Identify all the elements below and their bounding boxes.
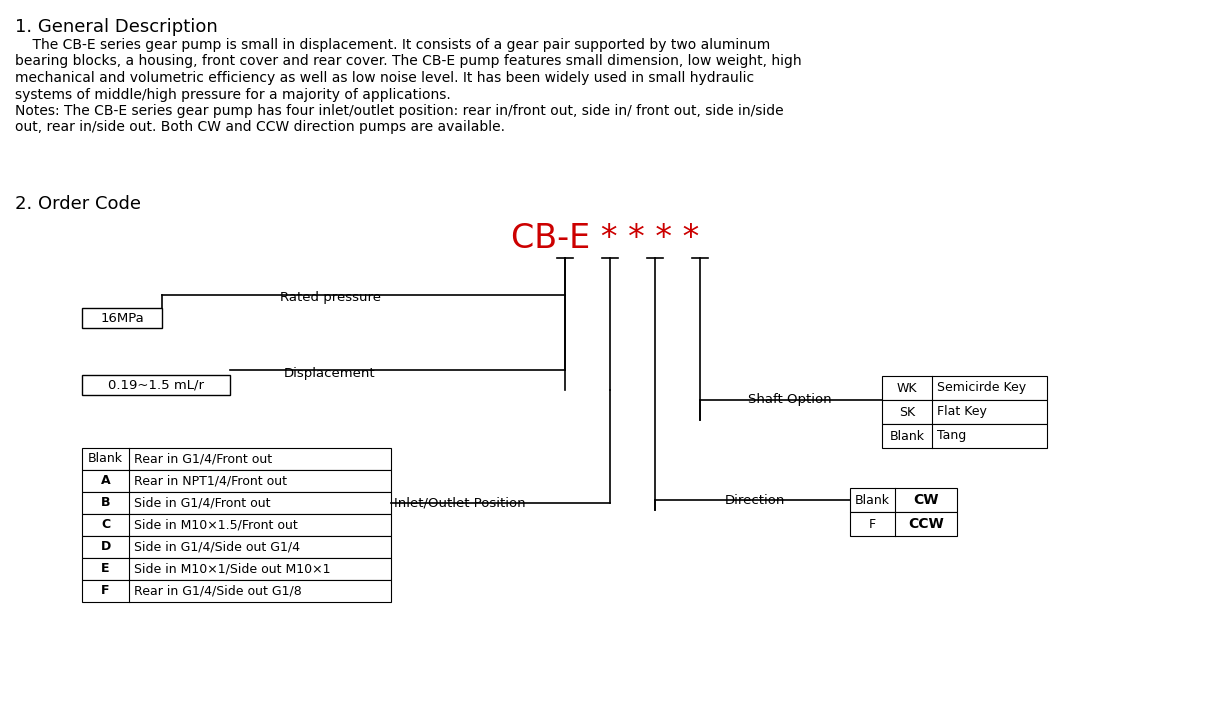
Text: Blank: Blank [87, 453, 123, 466]
Text: systems of middle/high pressure for a majority of applications.: systems of middle/high pressure for a ma… [15, 87, 451, 102]
Text: WK: WK [897, 381, 918, 394]
Text: CB-E * * * *: CB-E * * * * [511, 222, 699, 255]
Text: CW: CW [913, 493, 939, 507]
Text: CCW: CCW [908, 517, 944, 531]
FancyBboxPatch shape [83, 536, 391, 558]
Text: SK: SK [899, 406, 915, 419]
Text: D: D [100, 541, 111, 554]
FancyBboxPatch shape [83, 375, 230, 395]
FancyBboxPatch shape [83, 558, 391, 580]
Text: out, rear in/side out. Both CW and CCW direction pumps are available.: out, rear in/side out. Both CW and CCW d… [15, 121, 505, 134]
FancyBboxPatch shape [882, 376, 1047, 400]
Text: Side in G1/4/Side out G1/4: Side in G1/4/Side out G1/4 [134, 541, 301, 554]
Text: mechanical and volumetric efficiency as well as low noise level. It has been wid: mechanical and volumetric efficiency as … [15, 71, 754, 85]
Text: C: C [101, 518, 110, 531]
Text: Shaft Option: Shaft Option [748, 393, 832, 406]
Text: Rear in G1/4/Front out: Rear in G1/4/Front out [134, 453, 272, 466]
Text: Rear in G1/4/Side out G1/8: Rear in G1/4/Side out G1/8 [134, 585, 302, 598]
Text: A: A [101, 474, 111, 487]
FancyBboxPatch shape [83, 514, 391, 536]
Text: Side in M10×1.5/Front out: Side in M10×1.5/Front out [134, 518, 298, 531]
Text: F: F [101, 585, 110, 598]
FancyBboxPatch shape [83, 492, 391, 514]
Text: Rated pressure: Rated pressure [280, 292, 381, 305]
FancyBboxPatch shape [83, 580, 391, 602]
Text: 2. Order Code: 2. Order Code [15, 195, 140, 213]
Text: Semicirde Key: Semicirde Key [938, 381, 1026, 394]
Text: Blank: Blank [855, 494, 890, 507]
Text: B: B [101, 497, 110, 510]
FancyBboxPatch shape [83, 448, 391, 470]
Text: Displacement: Displacement [285, 367, 376, 380]
Text: The CB-E series gear pump is small in displacement. It consists of a gear pair s: The CB-E series gear pump is small in di… [15, 38, 770, 52]
FancyBboxPatch shape [83, 308, 161, 328]
Text: Inlet/Outlet Position: Inlet/Outlet Position [394, 497, 526, 510]
Text: Notes: The CB-E series gear pump has four inlet/outlet position: rear in/front o: Notes: The CB-E series gear pump has fou… [15, 104, 784, 118]
Text: 16MPa: 16MPa [100, 311, 144, 324]
Text: 0.19~1.5 mL/r: 0.19~1.5 mL/r [108, 378, 205, 391]
FancyBboxPatch shape [850, 488, 957, 512]
Text: Flat Key: Flat Key [938, 406, 987, 419]
Text: bearing blocks, a housing, front cover and rear cover. The CB-E pump features sm: bearing blocks, a housing, front cover a… [15, 54, 802, 69]
Text: E: E [101, 562, 110, 575]
Text: Side in G1/4/Front out: Side in G1/4/Front out [134, 497, 271, 510]
Text: Side in M10×1/Side out M10×1: Side in M10×1/Side out M10×1 [134, 562, 330, 575]
FancyBboxPatch shape [882, 424, 1047, 448]
FancyBboxPatch shape [83, 470, 391, 492]
FancyBboxPatch shape [882, 400, 1047, 424]
Text: 1. General Description: 1. General Description [15, 18, 218, 36]
FancyBboxPatch shape [850, 512, 957, 536]
Text: Rear in NPT1/4/Front out: Rear in NPT1/4/Front out [134, 474, 287, 487]
Text: F: F [869, 518, 876, 531]
Text: Direction: Direction [724, 494, 785, 507]
Text: Blank: Blank [890, 430, 924, 443]
Text: Tang: Tang [938, 430, 966, 443]
